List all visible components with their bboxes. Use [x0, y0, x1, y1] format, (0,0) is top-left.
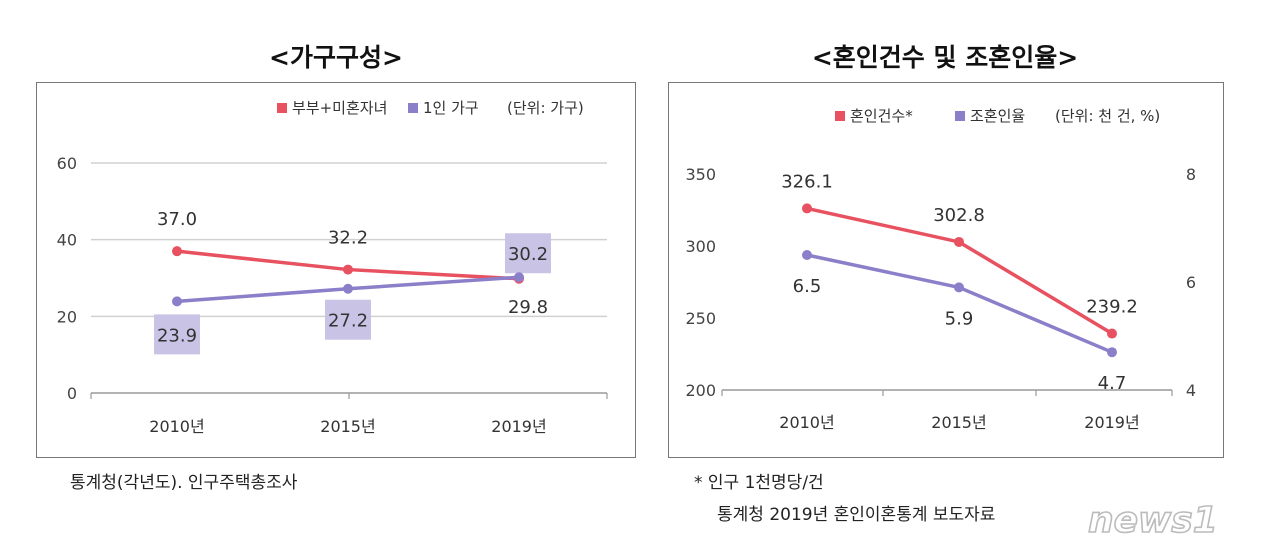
y-right-tick-label: 6 — [1186, 273, 1196, 292]
couples-data-label: 37.0 — [157, 209, 197, 230]
x-tick-label: 2015년 — [320, 417, 375, 436]
x-tick-label: 2015년 — [931, 413, 986, 432]
household-composition-chart: 부부+미혼자녀 1인 가구 (단위: 가구) 0 20 40 60 2010년 2015년 201… — [57, 99, 608, 436]
marriages-data-label: 239.2 — [1086, 297, 1138, 318]
single-label-highlight-box — [154, 314, 200, 355]
marriages-data-point — [802, 203, 812, 214]
news1-watermark-logo: news1 — [1087, 499, 1218, 542]
y-left-tick-label: 200 — [685, 381, 716, 400]
legend-label-marriage-rate: 조혼인율 — [970, 107, 1025, 125]
couples-data-label: 32.2 — [328, 228, 368, 249]
legend-label-marriages: 혼인건수* — [850, 107, 913, 125]
legend-swatch-couples — [277, 103, 287, 113]
marriage-rate-data-label: 6.5 — [793, 276, 822, 297]
household-chart-panel: 부부+미혼자녀 1인 가구 (단위: 가구) 0 20 40 60 2010년 2015년 201… — [36, 82, 636, 458]
single-label-highlight-box — [505, 233, 551, 274]
marriage-rate-data-point — [802, 250, 812, 260]
marriages-data-point — [954, 236, 964, 247]
legend-label-single: 1인 가구 — [423, 99, 479, 117]
marriages-data-label: 302.8 — [933, 205, 985, 226]
y-left-tick-label: 250 — [685, 309, 716, 328]
legend-unit-label: (단위: 가구) — [507, 99, 584, 117]
y-right-tick-label: 4 — [1186, 381, 1196, 400]
marriage-chart-panel: 혼인건수* 조혼인율 (단위: 천 건, %) 200 250 300 350 4 6 8 2010… — [668, 82, 1224, 458]
legend-unit-label: (단위: 천 건, %) — [1055, 107, 1160, 125]
marriage-rate-data-point — [954, 282, 964, 293]
x-tick-label: 2019년 — [1084, 413, 1139, 432]
y-left-tick-label: 350 — [685, 165, 716, 184]
legend-swatch-single — [408, 103, 418, 113]
x-tick-label: 2010년 — [149, 417, 204, 436]
right-chart-title: <혼인건수 및 조혼인율> — [811, 43, 1079, 72]
marriage-rate-chart: 혼인건수* 조혼인율 (단위: 천 건, %) 200 250 300 350 4 6 8 2010… — [685, 107, 1196, 432]
marriage-rate-series-line — [806, 253, 1113, 354]
marriage-rate-data-label: 5.9 — [945, 308, 974, 329]
left-chart-title: <가구구성> — [269, 43, 403, 72]
single-data-point — [172, 296, 182, 307]
right-footnote: * 인구 1천명당/건 — [694, 473, 824, 493]
marriage-rate-data-label: 4.7 — [1098, 373, 1127, 394]
watermark-text: news1 — [1088, 500, 1218, 541]
y-tick-label: 40 — [57, 231, 77, 250]
legend-label-couples: 부부+미혼자녀 — [292, 99, 387, 117]
y-right-tick-label: 8 — [1186, 165, 1196, 184]
legend-swatch-marriages — [835, 111, 845, 121]
y-tick-label: 0 — [67, 384, 77, 403]
marriage-rate-data-point — [1107, 347, 1117, 358]
couples-data-label: 29.8 — [508, 297, 548, 318]
couples-data-point — [343, 264, 353, 275]
y-left-tick-label: 300 — [685, 237, 716, 256]
single-data-label: 23.9 — [157, 325, 197, 346]
single-label-highlight-box — [325, 299, 371, 340]
x-tick-label: 2019년 — [491, 417, 546, 436]
y-tick-label: 20 — [57, 307, 77, 326]
left-source-note: 통계청(각년도). 인구주택총조사 — [70, 473, 298, 493]
legend-swatch-marriage-rate — [955, 111, 965, 121]
right-source-note: 통계청 2019년 혼인이혼통계 보도자료 — [717, 505, 996, 525]
marriages-data-point — [1107, 328, 1117, 339]
couples-data-point — [172, 246, 182, 257]
y-tick-label: 60 — [57, 154, 77, 173]
single-data-label: 27.2 — [328, 311, 368, 332]
x-tick-label: 2010년 — [779, 413, 834, 432]
single-data-point — [514, 272, 524, 283]
single-data-label: 30.2 — [508, 244, 548, 265]
marriages-data-label: 326.1 — [781, 171, 833, 192]
single-data-point — [343, 283, 353, 294]
